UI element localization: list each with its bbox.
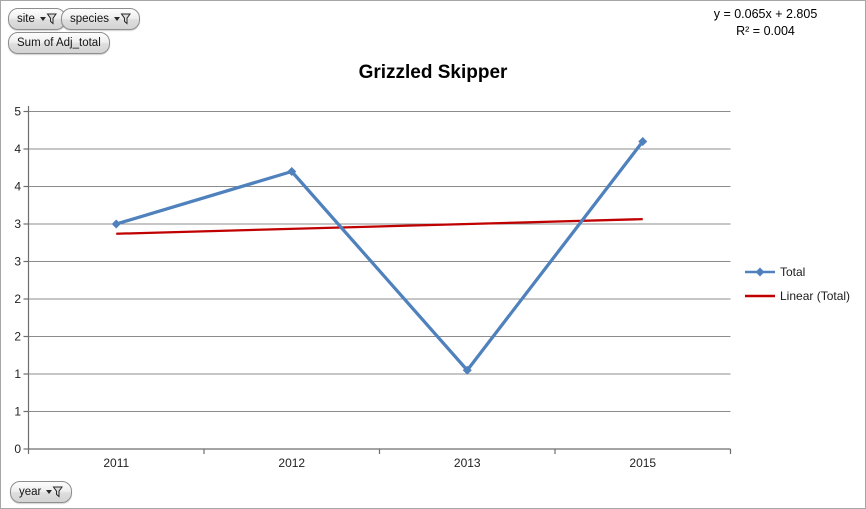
legend-marker-total-icon	[745, 267, 775, 277]
r-squared-text: R² = 0.004	[736, 24, 795, 38]
legend-item-linear-total[interactable]: Linear (Total)	[745, 289, 850, 303]
legend-item-total[interactable]: Total	[745, 265, 850, 279]
trendline-linear-total[interactable]	[116, 218, 643, 235]
y-axis-label: 5	[14, 105, 21, 119]
y-axis-label: 0	[14, 442, 21, 456]
dropdown-funnel-icon	[114, 13, 131, 25]
y-axis-label: 2	[14, 292, 21, 306]
series-line-total[interactable]	[114, 139, 645, 372]
legend-marker-linear-icon	[745, 294, 775, 298]
filter-button-species-label: species	[70, 13, 109, 25]
data-point-2011[interactable]	[111, 219, 121, 229]
x-axis-label: 2015	[629, 456, 656, 470]
y-axis-label: 2	[14, 330, 21, 344]
chart-title: Grizzled Skipper	[358, 62, 508, 83]
data-point-2013[interactable]	[462, 365, 472, 375]
legend-label-linear-total: Linear (Total)	[780, 289, 851, 303]
filter-button-site-label: site	[17, 13, 35, 25]
x-axis-label: 2011	[103, 456, 129, 470]
dropdown-funnel-icon	[46, 486, 64, 498]
trendline-label: y = 0.065x + 2.805 R² = 0.004	[653, 6, 866, 40]
filter-button-species[interactable]: species	[61, 8, 140, 30]
filter-button-site[interactable]: site	[8, 8, 66, 30]
y-axis-label: 1	[14, 405, 21, 419]
y-axis-label: 3	[14, 217, 21, 231]
data-point-2015[interactable]	[638, 137, 648, 146]
y-axis-label: 3	[14, 255, 21, 269]
legend-label-total: Total	[780, 265, 806, 279]
value-field-button-label: Sum of Adj_total	[17, 37, 101, 49]
trendline-equation-text: y = 0.065x + 2.805	[713, 7, 818, 21]
data-point-2012[interactable]	[287, 167, 297, 176]
filter-button-year[interactable]: year	[10, 481, 73, 503]
x-axis-label: 2013	[454, 456, 481, 470]
y-axis-label: 4	[14, 142, 21, 156]
y-axis-label: 4	[14, 180, 21, 194]
filter-button-year-label: year	[19, 486, 42, 498]
legend: Total Linear (Total)	[745, 265, 850, 303]
x-axis-label: 2012	[278, 456, 305, 470]
y-axis-label: 1	[14, 367, 21, 381]
value-field-button[interactable]: Sum of Adj_total	[8, 32, 110, 54]
dropdown-funnel-icon	[39, 13, 57, 25]
